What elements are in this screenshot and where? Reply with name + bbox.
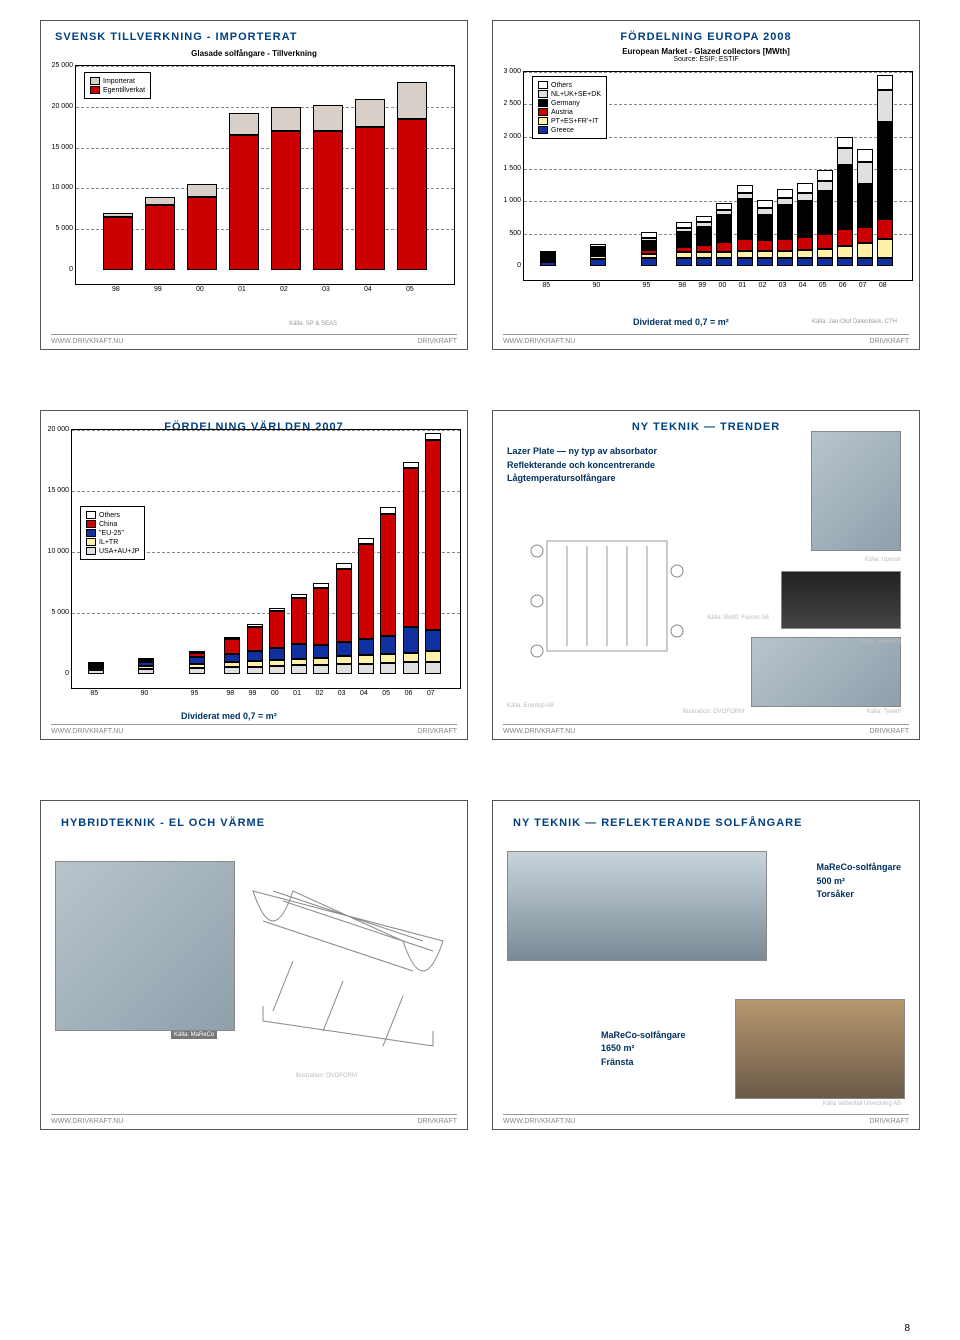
photo <box>781 571 901 629</box>
photo <box>55 861 235 1031</box>
photo <box>507 851 767 961</box>
slide-svensk-tillverkning: SVENSK TILLVERKNING - IMPORTERAT Glasade… <box>40 20 468 350</box>
legend-item-importerat: Importerat <box>90 77 145 85</box>
slide4-text: Lazer Plate — ny typ av absorbator Refle… <box>507 445 657 486</box>
slide6-block1: MaReCo-solfångare 500 m² Torsåker <box>816 861 901 902</box>
slide6-block2: MaReCo-solfångare 1650 m² Fränsta <box>601 1029 686 1070</box>
photo <box>735 999 905 1099</box>
chart1-legend: Importerat Egentillverkat <box>84 72 151 99</box>
absorber-diagram <box>507 531 727 671</box>
slide1-title: SVENSK TILLVERKNING - IMPORTERAT <box>55 31 453 43</box>
slide3-note: Dividerat med 0,7 = m² <box>181 711 277 721</box>
slide1-chart-title: Glasade solfångare - Tillverkning <box>55 49 453 58</box>
slide2-title: FÖRDELNING EUROPA 2008 <box>507 31 905 43</box>
slide-fordelning-varlden: FÖRDELNING VÄRLDEN 2007 Global market - … <box>40 410 468 740</box>
branding-right: DRIVKRAFT <box>417 338 457 345</box>
slide-fordelning-europa: FÖRDELNING EUROPA 2008 European Market -… <box>492 20 920 350</box>
chart2-legend: Others NL+UK+SE+DK Germany Austria PT+ES… <box>532 76 607 139</box>
page-number: 8 <box>904 1323 910 1334</box>
slide-hybridteknik: HYBRIDTEKNIK - EL OCH VÄRME Källa: MaReC… <box>40 800 468 1130</box>
branding: WWW.DRIVKRAFT.NU DRIVKRAFT <box>503 338 909 345</box>
slide-ny-teknik-trender: NY TEKNIK — TRENDER Lazer Plate — ny typ… <box>492 410 920 740</box>
slide2-attribution: Källa: Jan-Olof Dalenbäck, CTH <box>812 319 897 325</box>
branding: WWW.DRIVKRAFT.NU DRIVKRAFT <box>51 338 457 345</box>
trough-diagram <box>233 851 453 1051</box>
branding: WWW.DRIVKRAFT.NU DRIVKRAFT <box>503 728 909 735</box>
chart3: Others China "EU-25" IL+TR USA+AU+JP 05 … <box>71 429 461 689</box>
slide2-subtitle: European Market - Glazed collectors [MWt… <box>507 47 905 56</box>
chart2: Others NL+UK+SE+DK Germany Austria PT+ES… <box>523 71 913 281</box>
legend-item-egentillverkat: Egentillverkat <box>90 86 145 94</box>
photo <box>751 637 901 707</box>
slide2-source: Source: ESIF; ESTIF <box>507 56 905 63</box>
branding: WWW.DRIVKRAFT.NU DRIVKRAFT <box>51 728 457 735</box>
slide2-note: Dividerat med 0,7 = m² <box>633 317 729 327</box>
chart3-legend: Others China "EU-25" IL+TR USA+AU+JP <box>80 506 145 560</box>
slide5-title: HYBRIDTEKNIK - EL OCH VÄRME <box>61 817 453 829</box>
photo <box>811 431 901 551</box>
slide6-title: NY TEKNIK — REFLEKTERANDE SOLFÅNGARE <box>513 817 905 829</box>
slide-reflekterande-solfangare: NY TEKNIK — REFLEKTERANDE SOLFÅNGARE MaR… <box>492 800 920 1130</box>
branding: WWW.DRIVKRAFT.NU DRIVKRAFT <box>503 1118 909 1125</box>
chart1: Importerat Egentillverkat 05 00010 00015… <box>75 65 455 285</box>
slide1-attribution: Källa: SP & SEAS <box>289 321 337 327</box>
branding: WWW.DRIVKRAFT.NU DRIVKRAFT <box>51 1118 457 1125</box>
branding-left: WWW.DRIVKRAFT.NU <box>51 338 123 345</box>
